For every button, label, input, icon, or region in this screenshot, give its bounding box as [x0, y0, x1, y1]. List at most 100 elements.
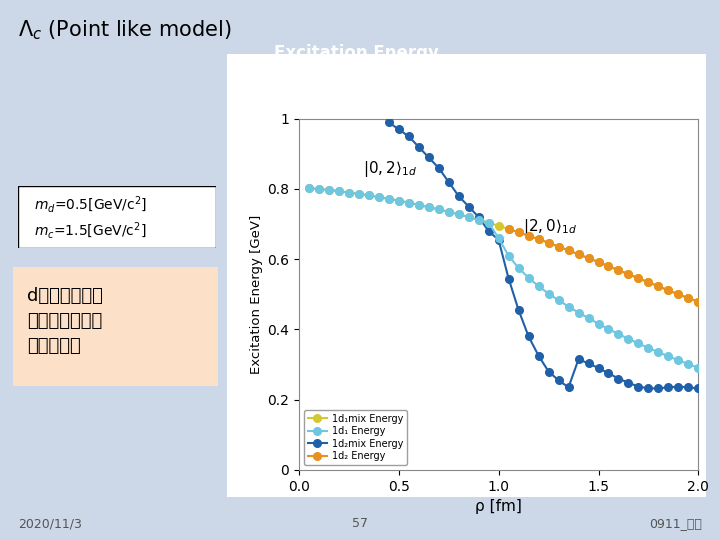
- 1d₁mix Energy: [674, 291, 683, 298]
- 1d₁mix Energy: [354, 191, 363, 197]
- 1d₁ Energy: [395, 197, 403, 204]
- 1d₁mix Energy: [474, 217, 483, 223]
- 1d₂mix Energy: [644, 385, 653, 392]
- 1d₁ Energy: [544, 291, 553, 297]
- 1d₂ Energy: [644, 279, 653, 286]
- 1d₁ Energy: [415, 201, 423, 208]
- 1d₂ Energy: [544, 239, 553, 246]
- 1d₁mix Energy: [405, 199, 413, 206]
- 1d₁mix Energy: [684, 295, 693, 301]
- 1d₁ Energy: [654, 349, 663, 355]
- 1d₁ Energy: [374, 194, 383, 200]
- 1d₂mix Energy: [514, 307, 523, 313]
- 1d₂mix Energy: [504, 275, 513, 282]
- FancyBboxPatch shape: [1, 260, 230, 393]
- 1d₁ Energy: [305, 185, 313, 192]
- 1d₁ Energy: [664, 353, 672, 360]
- 1d₁ Energy: [474, 217, 483, 223]
- 1d₁ Energy: [334, 188, 343, 194]
- FancyBboxPatch shape: [18, 186, 216, 248]
- 1d₂ Energy: [684, 295, 693, 301]
- 1d₁mix Energy: [415, 201, 423, 208]
- 1d₂ Energy: [514, 229, 523, 235]
- 1d₁ Energy: [634, 340, 643, 347]
- 1d₁ Energy: [644, 345, 653, 351]
- 1d₁mix Energy: [544, 239, 553, 246]
- Line: 1d₂ Energy: 1d₂ Energy: [505, 225, 702, 306]
- 1d₂ Energy: [534, 236, 543, 242]
- 1d₁ Energy: [564, 303, 573, 310]
- 1d₁ Energy: [364, 192, 373, 199]
- 1d₁mix Energy: [434, 206, 443, 213]
- 1d₁ Energy: [534, 283, 543, 289]
- 1d₁ Energy: [594, 321, 603, 327]
- 1d₂mix Energy: [415, 144, 423, 150]
- 1d₁mix Energy: [364, 192, 373, 199]
- 1d₂mix Energy: [454, 193, 463, 199]
- 1d₂mix Energy: [485, 228, 493, 234]
- 1d₁ Energy: [315, 186, 323, 192]
- 1d₁ Energy: [464, 214, 473, 220]
- Y-axis label: Excitation Energy [GeV]: Excitation Energy [GeV]: [250, 215, 263, 374]
- 1d₁mix Energy: [424, 204, 433, 211]
- 1d₁mix Energy: [325, 187, 333, 193]
- 1d₂mix Energy: [634, 383, 643, 390]
- 1d₁mix Energy: [694, 299, 703, 305]
- Line: 1d₂mix Energy: 1d₂mix Energy: [385, 118, 702, 392]
- 1d₁ Energy: [514, 265, 523, 271]
- Text: Excitation Energy: Excitation Energy: [274, 44, 438, 62]
- 1d₂mix Energy: [584, 360, 593, 367]
- 1d₁mix Energy: [384, 195, 393, 202]
- 1d₁ Energy: [554, 297, 563, 303]
- 1d₁mix Energy: [614, 267, 623, 273]
- Text: $m_d$=0.5[GeV/c$^2$]: $m_d$=0.5[GeV/c$^2$]: [34, 195, 147, 215]
- 1d₂ Energy: [504, 226, 513, 232]
- 1d₁mix Energy: [504, 226, 513, 232]
- Text: $\Lambda_c$ (Point like model): $\Lambda_c$ (Point like model): [18, 19, 232, 43]
- 1d₁mix Energy: [514, 229, 523, 235]
- Legend: 1d₁mix Energy, 1d₁ Energy, 1d₂mix Energy, 1d₂ Energy: 1d₁mix Energy, 1d₁ Energy, 1d₂mix Energy…: [304, 410, 407, 465]
- 1d₁mix Energy: [485, 219, 493, 226]
- Text: d軌道における
状態の混ざり合
いは小さい: d軌道における 状態の混ざり合 いは小さい: [27, 287, 103, 355]
- 1d₁mix Energy: [604, 263, 613, 269]
- 1d₁mix Energy: [395, 197, 403, 204]
- 1d₁mix Energy: [305, 185, 313, 192]
- 1d₁ Energy: [524, 274, 533, 281]
- Line: 1d₁ Energy: 1d₁ Energy: [305, 185, 702, 372]
- 1d₁ Energy: [684, 361, 693, 367]
- Line: 1d₁mix Energy: 1d₁mix Energy: [305, 185, 702, 306]
- 1d₁ Energy: [424, 204, 433, 211]
- 1d₂mix Energy: [424, 154, 433, 161]
- 1d₁ Energy: [614, 330, 623, 337]
- 1d₂mix Energy: [554, 377, 563, 383]
- 1d₁ Energy: [584, 315, 593, 321]
- Text: 0911_東北: 0911_東北: [649, 517, 702, 530]
- 1d₂mix Energy: [494, 237, 503, 243]
- 1d₂mix Energy: [384, 119, 393, 125]
- 1d₂ Energy: [564, 247, 573, 254]
- 1d₂mix Energy: [434, 165, 443, 171]
- 1d₂mix Energy: [544, 368, 553, 375]
- 1d₁mix Energy: [534, 236, 543, 242]
- 1d₁ Energy: [434, 206, 443, 213]
- 1d₁mix Energy: [634, 275, 643, 281]
- 1d₂ Energy: [594, 259, 603, 265]
- Text: $|0,2\rangle_{1d}$: $|0,2\rangle_{1d}$: [363, 159, 417, 179]
- 1d₂ Energy: [654, 283, 663, 289]
- 1d₁ Energy: [674, 357, 683, 363]
- 1d₁mix Energy: [624, 271, 633, 278]
- 1d₁mix Energy: [344, 189, 353, 195]
- 1d₂mix Energy: [664, 384, 672, 390]
- 1d₂mix Energy: [405, 133, 413, 140]
- 1d₁mix Energy: [654, 283, 663, 289]
- 1d₁ Energy: [575, 309, 583, 316]
- 1d₁mix Energy: [664, 287, 672, 294]
- 1d₂ Energy: [575, 251, 583, 258]
- 1d₁ Energy: [504, 252, 513, 259]
- 1d₂ Energy: [624, 271, 633, 278]
- 1d₂mix Energy: [674, 383, 683, 390]
- Text: $m_c$=1.5[GeV/c$^2$]: $m_c$=1.5[GeV/c$^2$]: [34, 221, 146, 241]
- 1d₁ Energy: [354, 191, 363, 197]
- Text: 2020/11/3: 2020/11/3: [18, 517, 82, 530]
- 1d₁mix Energy: [575, 251, 583, 258]
